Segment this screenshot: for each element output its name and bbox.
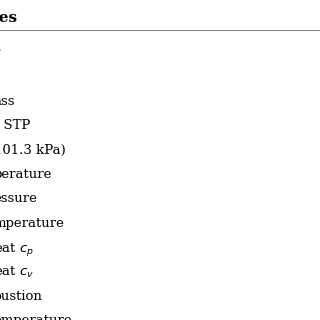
Text: ies: ies xyxy=(0,11,18,25)
Text: emperature: emperature xyxy=(0,314,72,320)
Text: perature: perature xyxy=(0,168,52,181)
Text: ass: ass xyxy=(0,95,15,108)
Text: essure: essure xyxy=(0,192,37,205)
Text: eat $c_v$: eat $c_v$ xyxy=(0,265,34,280)
Text: oustion: oustion xyxy=(0,290,43,303)
Text: mperature: mperature xyxy=(0,217,64,230)
Text: t STP: t STP xyxy=(0,119,30,132)
Text: eat $c_p$: eat $c_p$ xyxy=(0,241,34,258)
Text: 101.3 kPa): 101.3 kPa) xyxy=(0,144,65,157)
